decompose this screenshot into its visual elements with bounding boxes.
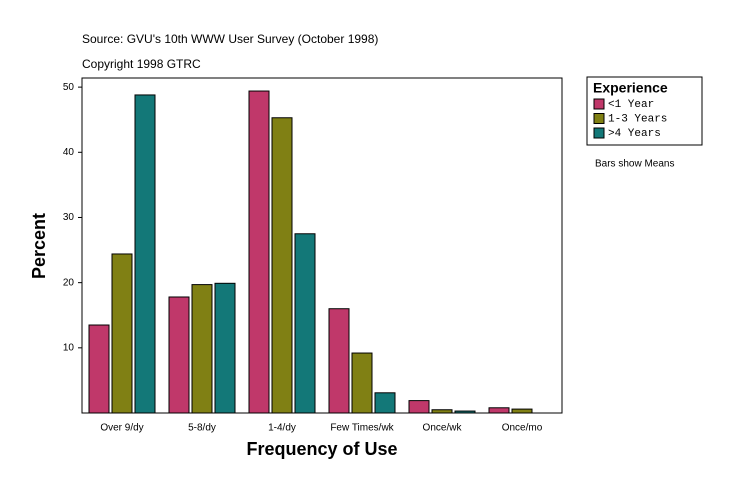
legend-label: >4 Years (608, 128, 661, 140)
x-tick-label: Over 9/dy (100, 423, 143, 434)
legend-label: 1-3 Years (608, 113, 667, 125)
legend-swatch (593, 127, 605, 139)
legend-label: <1 Year (608, 99, 654, 111)
bar (488, 407, 510, 414)
bar (111, 253, 133, 414)
bar (454, 410, 476, 414)
x-tick-label: 5-8/dy (188, 423, 216, 434)
bar (408, 400, 430, 414)
bar (214, 282, 236, 414)
bar (248, 90, 270, 414)
bar (374, 392, 396, 414)
x-tick-label: Once/mo (502, 423, 543, 434)
copyright: Copyright 1998 GTRC (82, 57, 201, 71)
x-axis-title: Frequency of Use (246, 439, 397, 459)
y-tick-label: 50 (63, 82, 75, 93)
bar (134, 94, 156, 414)
note: Bars show Means (595, 159, 674, 170)
x-tick-label: Once/wk (423, 423, 463, 434)
plot-frame (81, 77, 563, 414)
legend-swatch (593, 113, 605, 124)
legend-swatch (593, 98, 605, 110)
bar (191, 284, 213, 414)
x-tick-label: 1-4/dy (268, 423, 296, 434)
bar (168, 296, 190, 414)
y-tick-label: 40 (63, 147, 75, 158)
bar (328, 308, 350, 414)
y-tick-label: 30 (63, 212, 75, 223)
legend-frame (586, 76, 703, 146)
bar (351, 352, 373, 414)
y-axis-title: Percent (29, 213, 49, 279)
legend-title: Experience (593, 80, 668, 96)
bar (271, 117, 293, 414)
bar (88, 324, 110, 414)
y-tick-label: 20 (63, 277, 75, 288)
bar (511, 408, 533, 414)
bar (294, 233, 316, 414)
x-tick-label: Few Times/wk (330, 423, 394, 434)
chart-subtitle: Source: GVU's 10th WWW User Survey (Octo… (82, 32, 378, 46)
bar (431, 409, 453, 414)
y-tick-label: 10 (63, 342, 75, 353)
